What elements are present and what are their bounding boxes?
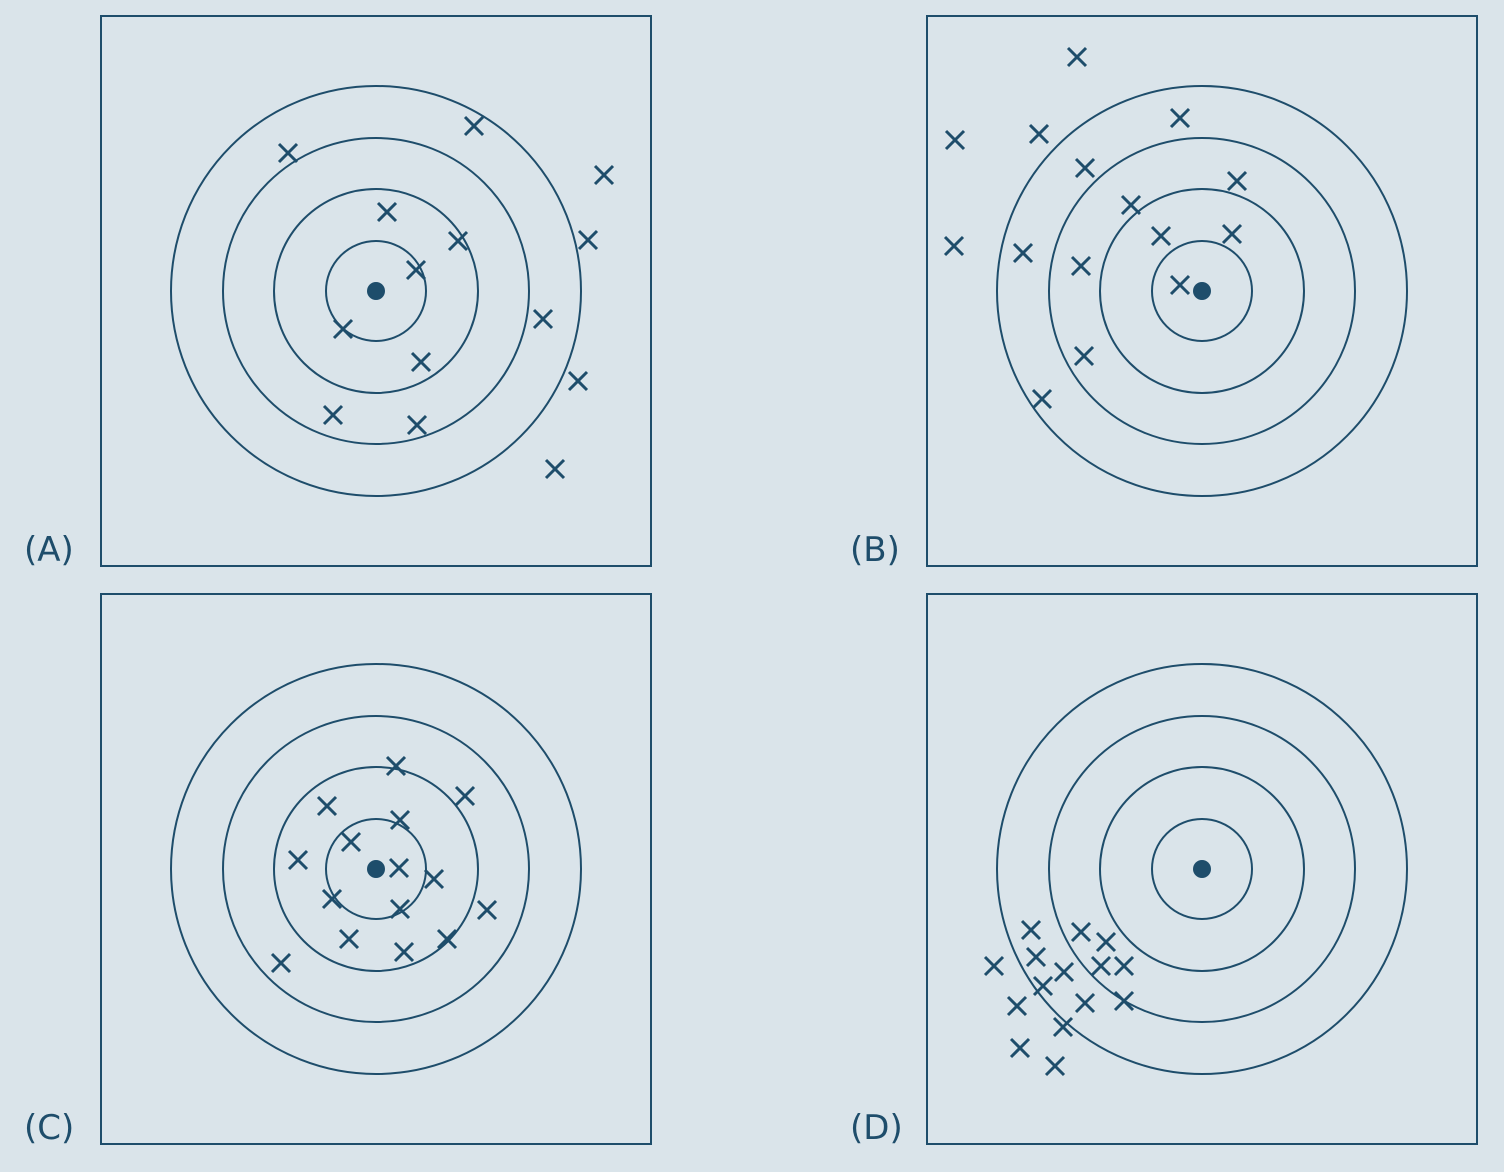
hit-mark xyxy=(376,201,398,223)
hit-mark xyxy=(1221,223,1243,245)
hit-mark xyxy=(1169,274,1191,296)
hit-mark xyxy=(270,952,292,974)
hit-mark xyxy=(983,955,1005,977)
hit-mark xyxy=(277,142,299,164)
hit-mark xyxy=(1074,992,1096,1014)
hit-mark xyxy=(532,308,554,330)
target-ring-3 xyxy=(222,715,530,1023)
hit-mark xyxy=(1052,1016,1074,1038)
hit-mark xyxy=(463,115,485,137)
panel-a-label: (A) xyxy=(24,530,74,570)
target-ring-2 xyxy=(273,188,479,394)
panel-frame xyxy=(100,15,652,567)
hit-mark xyxy=(1012,242,1034,264)
hit-mark xyxy=(1090,955,1112,977)
hit-mark xyxy=(1053,961,1075,983)
target-ring-1 xyxy=(1151,818,1253,920)
target-ring-4 xyxy=(996,663,1408,1075)
hit-mark xyxy=(385,755,407,777)
hit-mark xyxy=(1120,194,1142,216)
hit-mark xyxy=(1150,225,1172,247)
hit-mark xyxy=(1095,931,1117,953)
hit-mark xyxy=(944,129,966,151)
hit-mark xyxy=(1074,157,1096,179)
target-ring-3 xyxy=(222,137,530,445)
hit-mark xyxy=(389,809,411,831)
target-ring-2 xyxy=(273,766,479,972)
panel-a-target xyxy=(100,15,652,567)
target-ring-4 xyxy=(170,663,582,1075)
hit-mark xyxy=(316,795,338,817)
hit-mark xyxy=(287,849,309,871)
bullseye-dot xyxy=(1193,282,1211,300)
hit-mark xyxy=(1169,107,1191,129)
hit-mark xyxy=(1070,921,1092,943)
hit-mark xyxy=(1020,919,1042,941)
hit-mark xyxy=(943,235,965,257)
hit-mark xyxy=(1113,955,1135,977)
hit-mark xyxy=(1025,946,1047,968)
panel-d-target xyxy=(926,593,1478,1145)
hit-mark xyxy=(1070,255,1092,277)
hit-mark xyxy=(1113,990,1135,1012)
hit-mark xyxy=(340,831,362,853)
target-ring-3 xyxy=(1048,715,1356,1023)
hit-mark xyxy=(393,941,415,963)
hit-mark xyxy=(454,785,476,807)
hit-mark xyxy=(1044,1055,1066,1077)
target-ring-1 xyxy=(325,240,427,342)
bullseye-dot xyxy=(1193,860,1211,878)
panel-frame xyxy=(100,593,652,1145)
panel-c-label: (C) xyxy=(24,1108,75,1148)
hit-mark xyxy=(1009,1037,1031,1059)
panel-b-label: (B) xyxy=(850,530,900,570)
hit-mark xyxy=(1073,345,1095,367)
hit-mark xyxy=(322,404,344,426)
hit-mark xyxy=(332,318,354,340)
hit-mark xyxy=(423,868,445,890)
target-ring-4 xyxy=(996,85,1408,497)
hit-mark xyxy=(1032,975,1054,997)
hit-mark xyxy=(593,164,615,186)
target-ring-4 xyxy=(170,85,582,497)
hit-mark xyxy=(476,899,498,921)
hit-mark xyxy=(544,458,566,480)
hit-mark xyxy=(1031,388,1053,410)
hit-mark xyxy=(567,370,589,392)
bullseye-dot xyxy=(367,282,385,300)
hit-mark xyxy=(321,888,343,910)
hit-mark xyxy=(577,229,599,251)
target-ring-2 xyxy=(1099,766,1305,972)
target-ring-1 xyxy=(1151,240,1253,342)
panel-d-label: (D) xyxy=(850,1108,903,1148)
hit-mark xyxy=(1226,170,1248,192)
hit-mark xyxy=(1006,995,1028,1017)
panel-c-target xyxy=(100,593,652,1145)
hit-mark xyxy=(1066,46,1088,68)
panel-frame xyxy=(926,593,1478,1145)
hit-mark xyxy=(388,857,410,879)
hit-mark xyxy=(410,351,432,373)
hit-mark xyxy=(436,928,458,950)
bullseye-dot xyxy=(367,860,385,878)
hit-mark xyxy=(1028,123,1050,145)
hit-mark xyxy=(405,259,427,281)
panel-frame xyxy=(926,15,1478,567)
hit-mark xyxy=(406,414,428,436)
hit-mark xyxy=(389,898,411,920)
hit-mark xyxy=(338,928,360,950)
target-ring-3 xyxy=(1048,137,1356,445)
target-ring-2 xyxy=(1099,188,1305,394)
panel-b-target xyxy=(926,15,1478,567)
hit-mark xyxy=(447,230,469,252)
